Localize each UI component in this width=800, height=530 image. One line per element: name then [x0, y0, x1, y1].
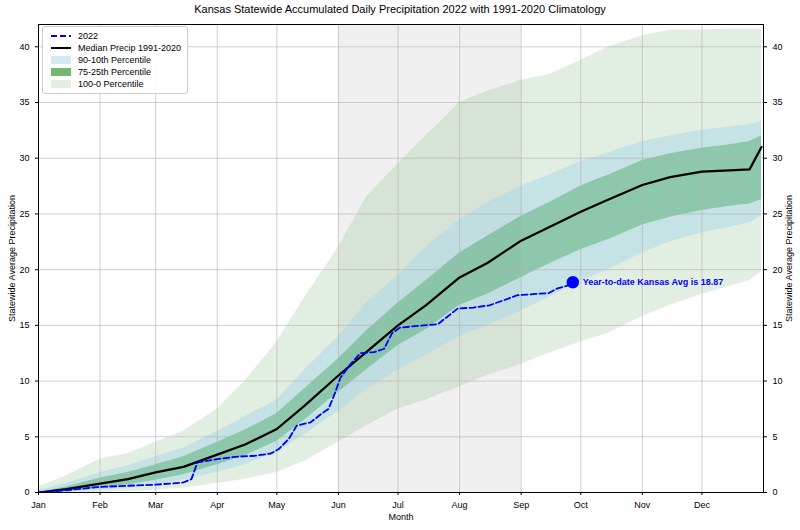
html-text:2022: 2022	[78, 31, 98, 41]
html-text:90-10th Percentile: 90-10th Percentile	[78, 55, 151, 65]
svg-text:30: 30	[19, 153, 29, 163]
svg-text:5: 5	[24, 432, 29, 442]
svg-text:Mar: Mar	[148, 500, 164, 510]
html-text:100-0 Percentile: 100-0 Percentile	[78, 79, 144, 89]
svg-text:Jan: Jan	[31, 500, 46, 510]
svg-text:Statewide Average Precipitatio: Statewide Average Precipitation	[784, 195, 794, 322]
svg-text:Feb: Feb	[92, 500, 108, 510]
svg-text:35: 35	[19, 97, 29, 107]
svg-text:Jul: Jul	[392, 500, 404, 510]
html-text:Median Precip 1991-2020: Median Precip 1991-2020	[78, 43, 182, 53]
svg-text:0: 0	[24, 487, 29, 497]
svg-text:Nov: Nov	[634, 500, 651, 510]
svg-text:20: 20	[19, 265, 29, 275]
svg-text:Aug: Aug	[452, 500, 468, 510]
svg-text:20: 20	[773, 265, 783, 275]
svg-text:0: 0	[773, 487, 778, 497]
svg-text:40: 40	[19, 42, 29, 52]
svg-text:15: 15	[19, 320, 29, 330]
svg-text:35: 35	[773, 97, 783, 107]
svg-text:Sep: Sep	[513, 500, 529, 510]
svg-text:Apr: Apr	[210, 500, 224, 510]
svg-text:15: 15	[773, 320, 783, 330]
svg-text:Statewide Average Precipitatio: Statewide Average Precipitation	[7, 195, 17, 322]
svg-text:Year-to-date Kansas Avg is 18.: Year-to-date Kansas Avg is 18.87	[583, 277, 723, 287]
html-text:75-25th Percentile: 75-25th Percentile	[78, 67, 151, 77]
svg-text:Jun: Jun	[331, 500, 346, 510]
svg-text:25: 25	[19, 209, 29, 219]
svg-text:5: 5	[773, 432, 778, 442]
svg-text:25: 25	[773, 209, 783, 219]
svg-text:May: May	[268, 500, 286, 510]
svg-text:10: 10	[773, 376, 783, 386]
svg-text:Month: Month	[388, 512, 413, 522]
svg-text:30: 30	[773, 153, 783, 163]
html-text:Kansas Statewide Accumulated D: Kansas Statewide Accumulated Daily Preci…	[194, 3, 606, 15]
svg-text:10: 10	[19, 376, 29, 386]
svg-text:Dec: Dec	[694, 500, 711, 510]
svg-text:Oct: Oct	[574, 500, 589, 510]
svg-text:40: 40	[773, 42, 783, 52]
